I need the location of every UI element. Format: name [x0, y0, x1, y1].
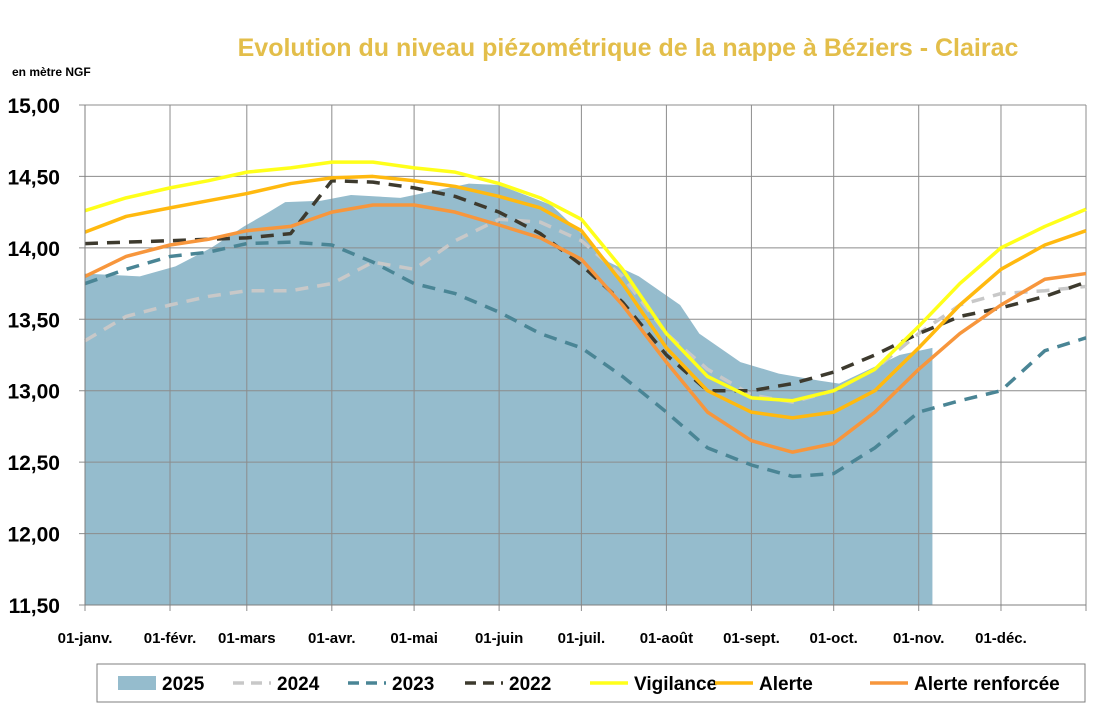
x-tick-label: 01-mars: [218, 630, 276, 647]
y-tick-label: 15,00: [7, 95, 60, 118]
x-tick-label: 01-oct.: [810, 630, 858, 647]
x-tick-label: 01-nov.: [893, 630, 944, 647]
legend: 2025 2024 2023 2022 Vigilance Alerte Alerte re…: [96, 663, 1086, 703]
grid: [79, 104, 1087, 611]
chart-title: Evolution du niveau piézométrique de la …: [238, 34, 1019, 62]
legend-label: 2022: [509, 674, 551, 695]
y-tick-label: 14,00: [7, 238, 60, 261]
legend-label: 2024: [277, 674, 320, 695]
y-tick-label: 12,00: [7, 524, 60, 547]
series-line-vigilance: [84, 160, 1087, 403]
y-axis-label: en mètre NGF: [12, 65, 91, 79]
x-tick-label: 01-févr.: [144, 630, 197, 647]
x-tick-label: 01-avr.: [308, 630, 356, 647]
series-line-alerte-renforcée: [84, 203, 1087, 454]
y-tick-label: 12,50: [7, 452, 60, 475]
axes: 11,50 12,00 12,50 13,00 13,50 14,00 14,50 15,00…: [7, 95, 1086, 647]
legend-label: Alerte: [759, 674, 813, 695]
area-2025: [85, 183, 933, 606]
area-layer: [85, 183, 933, 606]
series-line-2022: [84, 178, 1087, 393]
y-tick-label: 14,50: [7, 166, 60, 189]
series-line-2024: [84, 217, 1087, 404]
legend-label: 2023: [392, 674, 434, 695]
x-tick-label: 01-août: [640, 630, 693, 647]
series-line-alerte: [84, 174, 1087, 420]
series-layer: [84, 160, 1087, 479]
x-tick-label: 01-déc.: [975, 630, 1027, 647]
legend-label: Alerte renforcée: [914, 674, 1060, 695]
x-tick-label: 01-juin: [475, 630, 523, 647]
y-tick-label: 13,00: [7, 381, 60, 404]
x-tick-label: 01-janv.: [58, 630, 113, 647]
legend-label: 2025: [162, 674, 205, 695]
legend-swatch: [118, 676, 156, 690]
x-tick-label: 01-mai: [390, 630, 438, 647]
y-tick-label: 13,50: [7, 309, 60, 332]
x-tick-label: 01-juil.: [558, 630, 606, 647]
legend-label: Vigilance: [634, 674, 717, 695]
x-tick-label: 01-sept.: [723, 630, 780, 647]
y-tick-label: 11,50: [9, 595, 60, 618]
